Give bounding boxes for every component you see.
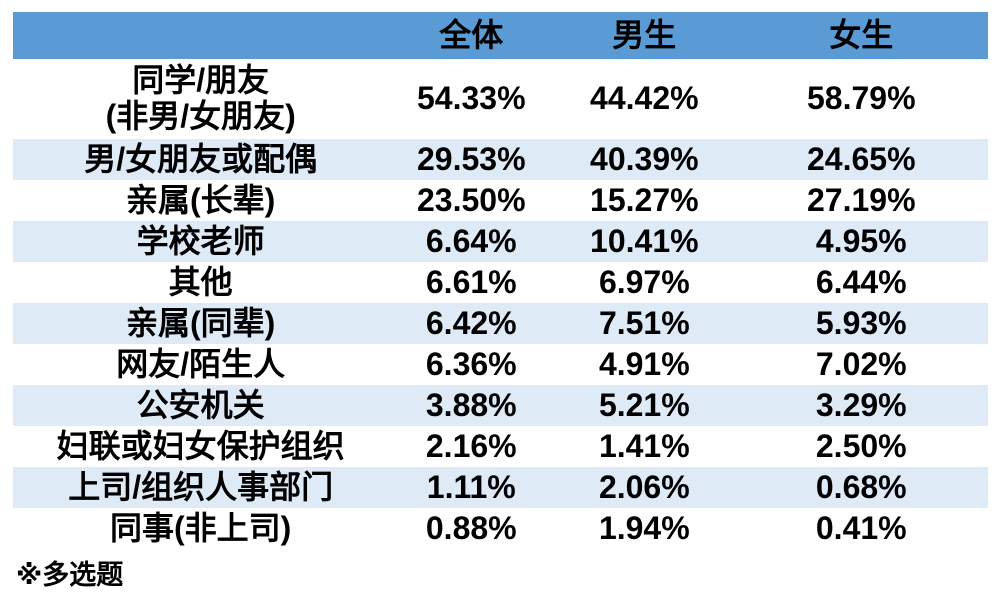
value-overall: 0.88% xyxy=(425,509,517,546)
value-male: 40.39% xyxy=(590,140,699,177)
table-row-netfriend-stranger: 网友/陌生人 6.36% 4.91% 7.02% xyxy=(13,344,988,385)
value-male: 5.21% xyxy=(598,386,690,423)
value-male: 7.51% xyxy=(598,304,690,341)
value-overall: 3.88% xyxy=(425,386,517,423)
header-cell-female: 女生 xyxy=(829,16,894,53)
value-overall: 2.16% xyxy=(425,427,517,464)
value-overall: 6.42% xyxy=(425,304,517,341)
value-overall: 54.33% xyxy=(416,80,526,117)
header-cell-blank xyxy=(13,12,388,59)
value-female: 2.50% xyxy=(815,427,907,464)
value-female: 0.68% xyxy=(815,468,907,505)
value-female: 3.29% xyxy=(815,386,907,423)
table-row-police: 公安机关 3.88% 5.21% 3.29% xyxy=(13,385,988,426)
table-row-womens-federation: 妇联或妇女保护组织 2.16% 1.41% 2.50% xyxy=(13,426,988,467)
value-male: 44.42% xyxy=(590,80,699,117)
value-male: 1.94% xyxy=(598,509,690,546)
row-label: 网友/陌生人 xyxy=(116,345,286,382)
row-label: 学校老师 xyxy=(136,222,265,259)
value-overall: 6.64% xyxy=(425,222,517,259)
multi-select-footnote: ※多选题 xyxy=(16,560,124,590)
row-label: 亲属(长辈) xyxy=(126,181,276,218)
value-overall: 6.36% xyxy=(425,345,517,382)
table-header-row: 全体 男生 女生 xyxy=(13,12,988,59)
value-male: 4.91% xyxy=(598,345,690,382)
header-cell-male: 男生 xyxy=(612,16,677,53)
row-label: 亲属(同辈) xyxy=(126,304,276,341)
value-female: 27.19% xyxy=(806,181,916,218)
value-overall: 23.50% xyxy=(416,181,526,218)
value-male: 15.27% xyxy=(590,181,699,218)
table-row-supervisor-hr: 上司/组织人事部门 1.11% 2.06% 0.68% xyxy=(13,467,988,508)
value-male: 2.06% xyxy=(598,468,690,505)
value-female: 24.65% xyxy=(806,140,916,177)
row-label: 妇联或妇女保护组织 xyxy=(56,427,345,464)
table-row-colleague: 同事(非上司) 0.88% 1.94% 0.41% xyxy=(13,508,988,549)
value-overall: 6.61% xyxy=(425,263,517,300)
table-row-partner-spouse: 男/女朋友或配偶 29.53% 40.39% 24.65% xyxy=(13,139,988,180)
table-row-other: 其他 6.61% 6.97% 6.44% xyxy=(13,262,988,303)
row-label: 男/女朋友或配偶 xyxy=(84,140,318,177)
value-female: 4.95% xyxy=(815,222,907,259)
row-label: 公安机关 xyxy=(136,386,265,423)
table-row-relatives-peer: 亲属(同辈) 6.42% 7.51% 5.93% xyxy=(13,303,988,344)
value-male: 1.41% xyxy=(598,427,690,464)
table-row-school-teacher: 学校老师 6.64% 10.41% 4.95% xyxy=(13,221,988,262)
survey-results-table: 全体 男生 女生 同学/朋友 (非男/女朋友) 54.33% 44.42% 58… xyxy=(13,12,988,549)
table-row-classmates-friends: 同学/朋友 (非男/女朋友) 54.33% 44.42% 58.79% xyxy=(13,59,988,139)
table-row-relatives-elder: 亲属(长辈) 23.50% 15.27% 27.19% xyxy=(13,180,988,221)
row-label: 同事(非上司) xyxy=(110,509,292,546)
row-label: 上司/组织人事部门 xyxy=(68,468,334,505)
value-overall: 1.11% xyxy=(426,468,516,505)
row-label: 同学/朋友 (非男/女朋友) xyxy=(105,62,296,134)
value-male: 6.97% xyxy=(598,263,690,300)
value-female: 7.02% xyxy=(815,345,907,382)
value-female: 6.44% xyxy=(815,263,907,300)
value-female: 5.93% xyxy=(815,304,907,341)
value-female: 0.41% xyxy=(815,509,907,546)
header-cell-overall: 全体 xyxy=(439,16,504,53)
row-label: 其他 xyxy=(168,263,233,300)
value-male: 10.41% xyxy=(590,222,699,259)
value-overall: 29.53% xyxy=(416,140,526,177)
value-female: 58.79% xyxy=(806,80,916,117)
